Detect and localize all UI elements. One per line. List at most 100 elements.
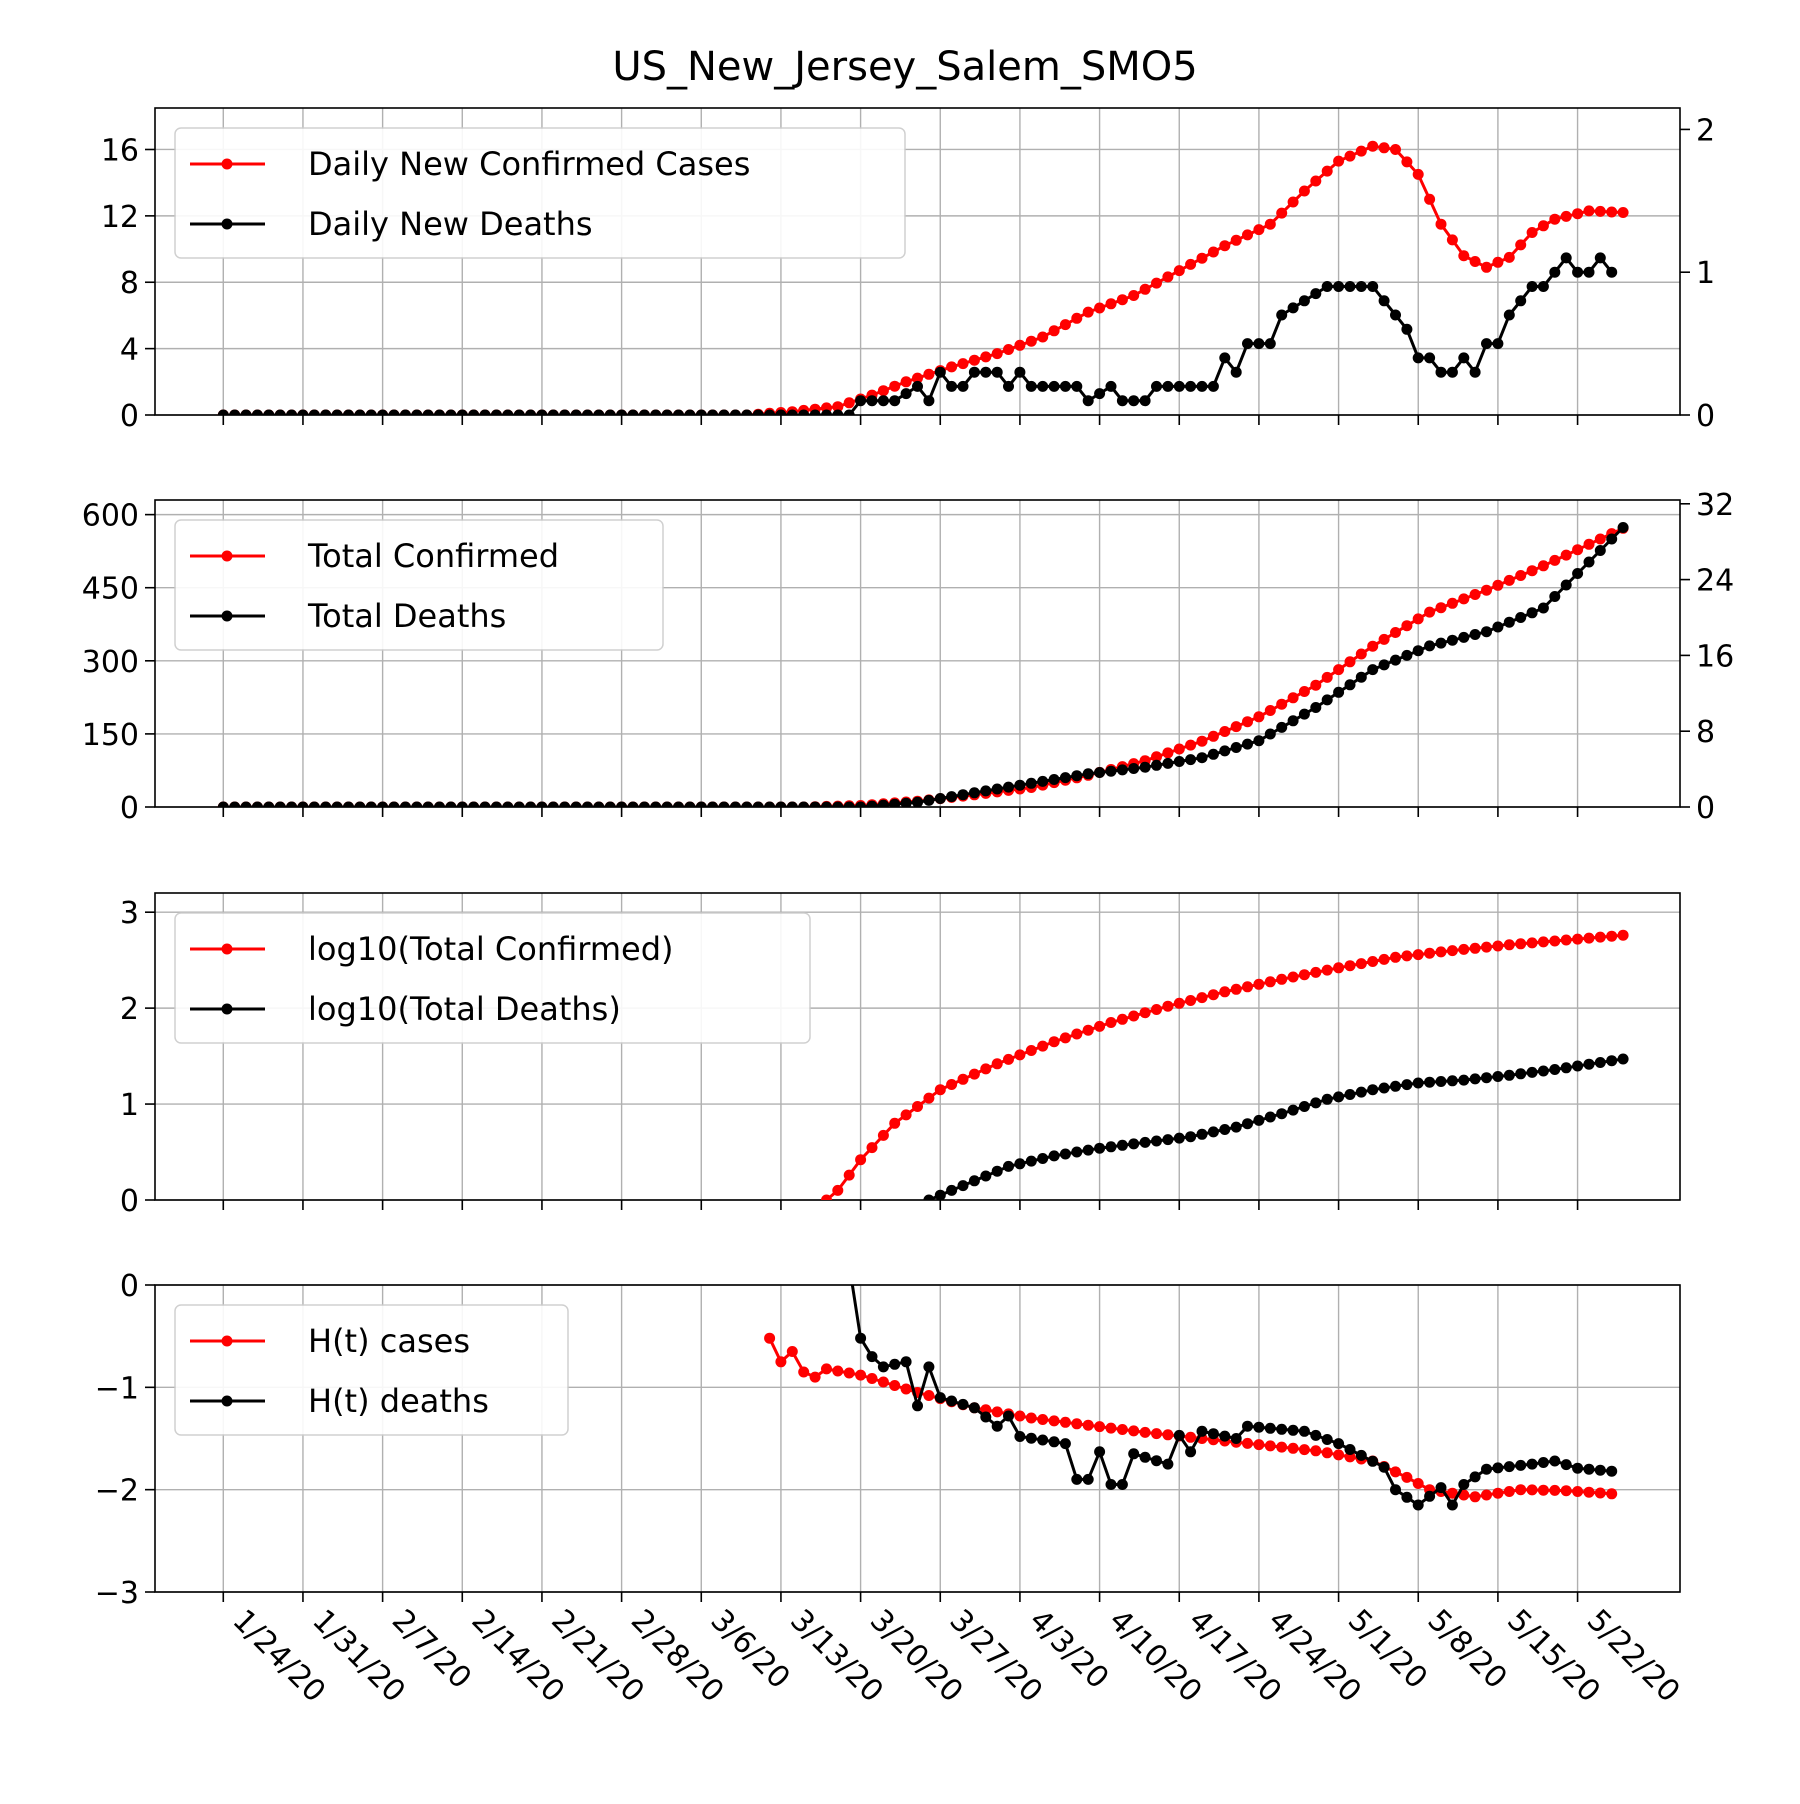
data-point — [1196, 735, 1208, 747]
data-point — [1446, 366, 1458, 378]
data-point — [604, 409, 616, 415]
data-point — [1014, 1410, 1026, 1422]
data-point — [1412, 1478, 1424, 1489]
data-point — [1310, 702, 1322, 713]
data-point — [877, 1361, 889, 1373]
data-point — [923, 395, 935, 407]
data-point — [775, 801, 787, 807]
data-point — [1560, 934, 1572, 946]
data-point — [1071, 1028, 1083, 1040]
data-point — [1037, 775, 1049, 787]
data-point — [821, 801, 832, 807]
data-point — [786, 801, 798, 807]
legend-marker — [221, 158, 233, 170]
data-point — [365, 801, 377, 807]
data-point — [1139, 283, 1151, 295]
data-point — [1355, 958, 1367, 970]
data-point — [1572, 208, 1584, 220]
data-point — [1287, 196, 1299, 208]
data-point — [1515, 1459, 1527, 1471]
data-point — [1207, 1428, 1219, 1440]
data-point — [889, 1358, 901, 1370]
data-point — [1298, 1101, 1310, 1112]
data-point — [661, 409, 673, 415]
data-point — [1242, 738, 1253, 750]
data-point — [388, 801, 400, 807]
data-point — [1048, 325, 1060, 337]
data-point — [1116, 1424, 1128, 1435]
data-point — [980, 785, 992, 797]
data-point — [1310, 288, 1322, 300]
data-point — [889, 1380, 901, 1391]
data-point — [411, 409, 423, 415]
data-point — [1105, 1017, 1117, 1028]
data-point — [1549, 935, 1561, 947]
data-point — [1333, 664, 1345, 676]
data-point — [1071, 312, 1083, 324]
y2-tick-label: 2 — [1696, 113, 1715, 148]
data-point — [707, 801, 719, 807]
data-point — [673, 409, 684, 415]
data-point — [1185, 754, 1197, 766]
data-point — [377, 409, 389, 415]
data-point — [343, 801, 354, 807]
data-point — [912, 380, 923, 392]
data-point — [980, 1170, 992, 1182]
data-point — [980, 1063, 992, 1075]
data-point — [456, 801, 468, 807]
data-point — [1424, 1076, 1436, 1088]
y-tick-label: 0 — [120, 1269, 139, 1304]
data-point — [1606, 266, 1618, 278]
data-point — [1333, 155, 1345, 167]
data-point — [1116, 1479, 1128, 1490]
data-point — [1390, 951, 1401, 963]
data-point — [1594, 252, 1606, 264]
data-point — [855, 1154, 867, 1166]
data-point — [1367, 140, 1379, 152]
data-point — [1572, 1060, 1584, 1072]
data-point — [559, 801, 571, 807]
data-point — [1173, 1429, 1185, 1441]
data-point — [980, 1411, 992, 1423]
data-point — [1367, 1455, 1379, 1467]
data-point — [991, 348, 1003, 360]
data-point — [456, 409, 468, 415]
data-point — [1503, 574, 1515, 586]
data-point — [889, 395, 901, 407]
data-point — [320, 409, 332, 415]
data-point — [365, 409, 377, 415]
data-point — [616, 801, 628, 807]
data-point — [343, 409, 354, 415]
data-point — [229, 801, 241, 807]
series-line — [825, 933, 1624, 1200]
data-point — [229, 409, 241, 415]
data-point — [1560, 210, 1572, 222]
data-point — [263, 801, 275, 807]
data-point — [1151, 277, 1162, 289]
data-point — [286, 409, 298, 415]
data-point — [1264, 728, 1276, 740]
data-point — [1276, 973, 1288, 985]
data-point — [1071, 1418, 1083, 1430]
data-point — [217, 801, 229, 807]
data-point — [1572, 1462, 1584, 1474]
legend-ht: H(t) cases H(t) deaths — [174, 1304, 569, 1436]
data-point — [308, 801, 320, 807]
data-point — [297, 409, 309, 415]
data-point — [946, 361, 958, 373]
data-point — [866, 1351, 878, 1363]
data-point — [1048, 1150, 1060, 1162]
data-point — [832, 801, 844, 807]
data-point — [1503, 939, 1515, 951]
data-point — [308, 409, 320, 415]
data-point — [422, 801, 434, 807]
y-tick-label: 0 — [120, 399, 139, 434]
data-point — [1390, 654, 1401, 666]
data-point — [502, 801, 514, 807]
data-point — [764, 1332, 776, 1344]
data-point — [1287, 715, 1299, 727]
data-point — [957, 1180, 969, 1192]
data-point — [1253, 224, 1265, 236]
data-point — [673, 801, 684, 807]
data-point — [1333, 1449, 1345, 1461]
